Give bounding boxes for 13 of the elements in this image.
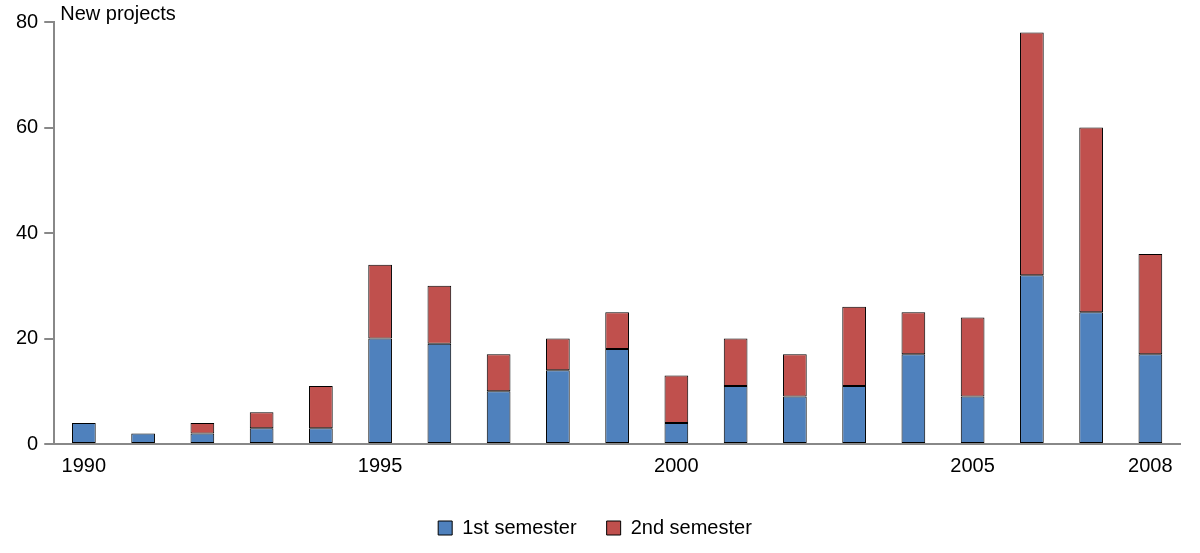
y-tick-label: 20 bbox=[16, 326, 39, 349]
y-tick-label: 0 bbox=[27, 431, 39, 454]
y-tick-label: 40 bbox=[16, 220, 39, 243]
y-tick-label: 80 bbox=[16, 9, 39, 32]
x-tick-label: 2000 bbox=[654, 453, 699, 476]
y-axis-title: New projects bbox=[60, 1, 176, 24]
x-tick-label: 2008 bbox=[1128, 453, 1173, 476]
y-tick-label: 60 bbox=[16, 115, 39, 138]
x-tick-label: 1990 bbox=[61, 453, 107, 476]
x-tick-label: 2005 bbox=[950, 453, 995, 476]
legend-label: 1st semester bbox=[462, 515, 577, 538]
legend-label: 2nd semester bbox=[630, 515, 753, 538]
x-tick-label: 1995 bbox=[357, 453, 403, 476]
